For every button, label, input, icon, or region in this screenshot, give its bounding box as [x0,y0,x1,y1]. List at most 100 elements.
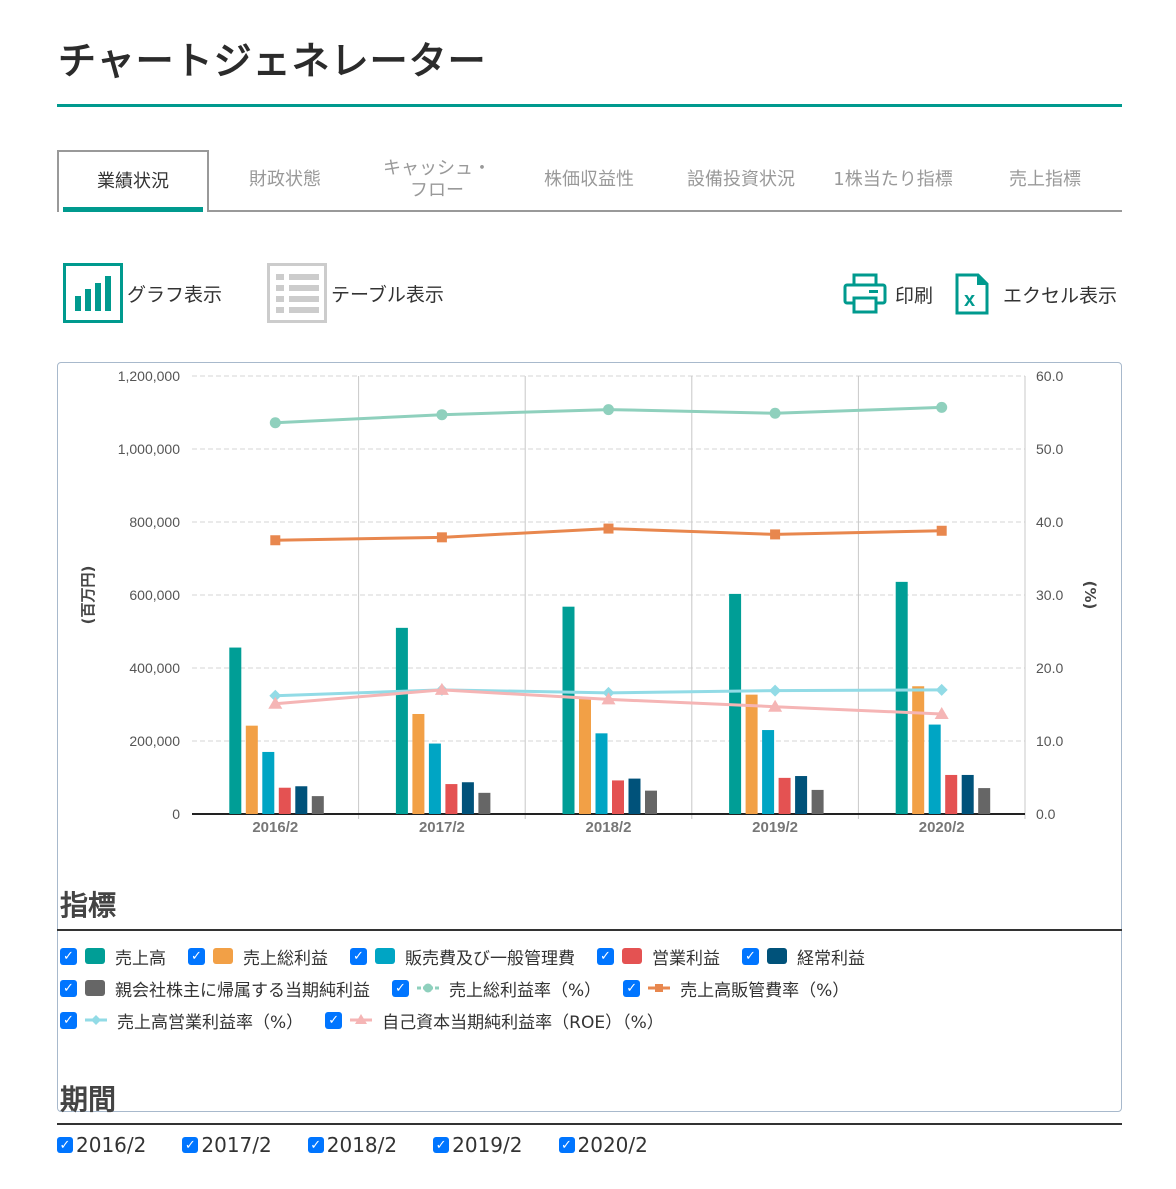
period-toggle[interactable]: ✓ 2016/2 [57,1133,146,1157]
data-point[interactable] [436,532,447,543]
checkbox-checked-icon[interactable]: ✓ [392,979,409,997]
tab-6[interactable]: 売上指標 [969,150,1121,210]
checkbox-checked-icon[interactable]: ✓ [558,1137,575,1153]
period-toggle[interactable]: ✓ 2017/2 [182,1133,272,1157]
bar[interactable] [778,777,791,814]
data-point[interactable] [603,523,614,534]
graph-view-button[interactable]: グラフ表示 [63,263,222,323]
indicator-toggle[interactable]: ✓ 親会社株主に帰属する当期純利益 [60,976,370,1001]
bar[interactable] [395,627,408,814]
checkbox-checked-icon[interactable]: ✓ [597,947,614,965]
bar[interactable] [229,647,242,814]
y-tick-label: 600,000 [129,587,180,603]
tab-1[interactable]: 財政状態 [209,150,361,210]
bar[interactable] [478,792,491,814]
checkbox-checked-icon[interactable]: ✓ [325,1011,343,1029]
tab-0[interactable]: 業績状況 [57,150,209,212]
legend-row: ✓ 売上高 ✓ 売上総利益 ✓ 販売費及び一般管理費 ✓ 営業利益 ✓ 経常利益 [60,940,1120,972]
indicator-label: 親会社株主に帰属する当期純利益 [115,980,370,1001]
indicator-toggle[interactable]: ✓ 売上総利益 [188,944,328,969]
data-point[interactable] [768,699,783,712]
indicator-toggle[interactable]: ✓ 営業利益 [597,944,720,969]
excel-button[interactable]: x エクセル表示 [955,273,1117,315]
data-point[interactable] [603,404,614,416]
data-point[interactable] [769,407,781,419]
indicator-toggle[interactable]: ✓ 自己資本当期純利益率（ROE）（%） [325,1008,664,1033]
bar[interactable] [428,743,441,814]
checkbox-checked-icon[interactable]: ✓ [742,947,759,965]
bar[interactable] [762,730,775,814]
data-point[interactable] [601,692,616,705]
bar[interactable] [895,581,908,814]
table-view-button[interactable]: テーブル表示 [267,263,444,323]
tab-4[interactable]: 設備投資状況 [665,150,817,210]
period-label: 2019/2 [452,1133,523,1157]
data-point[interactable] [436,409,448,421]
bar[interactable] [811,789,824,814]
bar[interactable] [745,694,758,814]
bar[interactable] [278,787,291,814]
excel-label: エクセル表示 [1003,284,1118,307]
bar[interactable] [912,686,925,814]
indicator-toggle[interactable]: ✓ 売上高 [60,944,166,969]
chart-container [57,362,1122,1112]
bar[interactable] [579,698,591,814]
bar[interactable] [412,713,425,814]
data-point[interactable] [936,525,947,536]
checkbox-checked-icon[interactable]: ✓ [60,979,77,997]
period-toggle[interactable]: ✓ 2020/2 [558,1133,648,1157]
data-point[interactable] [434,682,449,695]
bar[interactable] [628,778,641,814]
bar[interactable] [595,733,608,814]
y-tick-label: 0 [172,806,180,822]
checkbox-checked-icon[interactable]: ✓ [188,947,205,965]
bar[interactable] [245,725,258,814]
data-point[interactable] [269,417,281,429]
checkbox-checked-icon[interactable]: ✓ [60,1011,77,1029]
tab-2[interactable]: キャッシュ・ フロー [361,150,513,210]
bar[interactable] [645,790,657,814]
period-toggle[interactable]: ✓ 2019/2 [433,1133,523,1157]
tab-5[interactable]: 1株当たり指標 [817,150,969,210]
indicator-toggle[interactable]: ✓ 売上高営業利益率（%） [60,1008,303,1033]
checkbox-checked-icon[interactable]: ✓ [307,1137,324,1153]
indicator-toggle[interactable]: ✓ 売上総利益率（%） [392,976,601,1001]
checkbox-checked-icon[interactable]: ✓ [60,947,77,965]
bar[interactable] [562,606,575,814]
period-toggle[interactable]: ✓ 2018/2 [307,1133,397,1157]
indicator-toggle[interactable]: ✓ 販売費及び一般管理費 [350,944,575,969]
list-icon [267,263,327,323]
indicator-toggle[interactable]: ✓ 売上高販管費率（%） [623,976,849,1001]
bar[interactable] [945,774,958,814]
data-point[interactable] [934,706,949,719]
bar[interactable] [311,796,324,814]
bar[interactable] [612,780,624,814]
data-point[interactable] [270,535,281,546]
bar[interactable] [961,774,974,814]
bar[interactable] [795,776,808,814]
indicator-toggle[interactable]: ✓ 経常利益 [742,944,865,969]
data-point[interactable] [268,696,283,709]
data-point[interactable] [770,529,781,540]
indicator-label: 売上高 [115,948,166,969]
bar[interactable] [978,788,991,814]
checkbox-checked-icon[interactable]: ✓ [433,1137,450,1153]
data-point[interactable] [769,684,782,697]
tab-3[interactable]: 株価収益性 [513,150,665,210]
svg-text:x: x [964,289,975,311]
bar[interactable] [445,784,458,814]
checkbox-checked-icon[interactable]: ✓ [182,1137,199,1153]
data-point[interactable] [269,689,282,702]
checkbox-checked-icon[interactable]: ✓ [57,1137,73,1153]
bar[interactable] [262,751,275,814]
data-point[interactable] [936,401,948,413]
print-button[interactable]: 印刷 [843,273,933,315]
bar[interactable] [295,786,308,814]
color-swatch-icon [85,980,105,996]
checkbox-checked-icon[interactable]: ✓ [350,947,367,965]
data-point[interactable] [935,683,948,696]
bar[interactable] [928,724,941,814]
checkbox-checked-icon[interactable]: ✓ [623,979,641,997]
indicator-label: 売上総利益 [243,948,328,969]
bar[interactable] [461,782,474,814]
